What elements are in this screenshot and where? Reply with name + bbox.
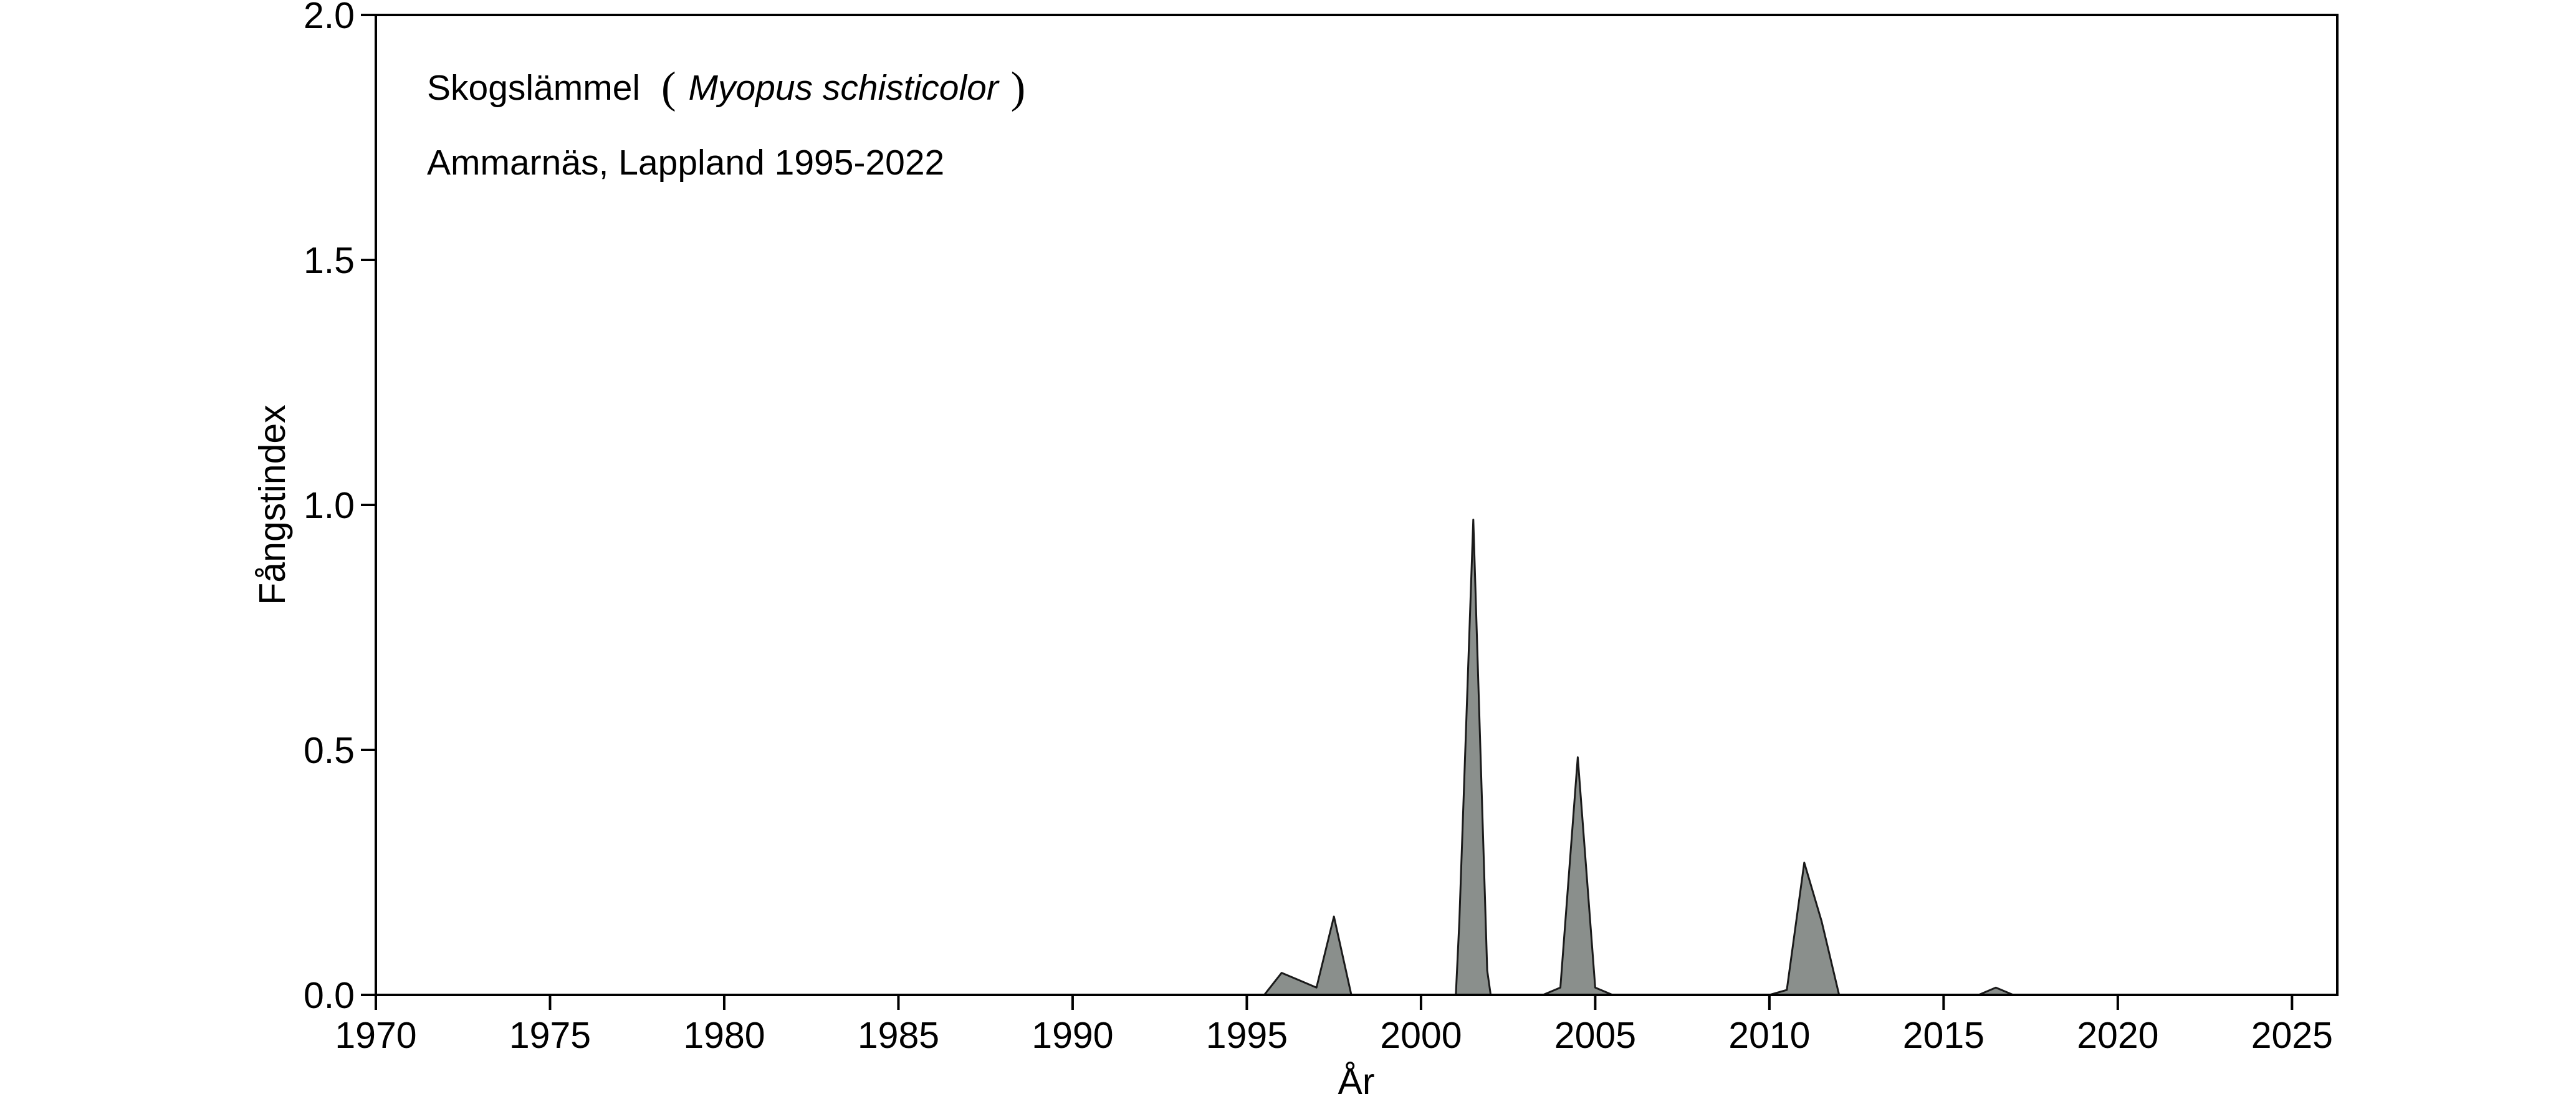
plot-area (376, 15, 2337, 995)
species-common-name: Skogslämmel (427, 68, 640, 108)
x-tick-label: 2005 (1554, 1015, 1636, 1056)
x-tick-label: 2025 (2251, 1015, 2333, 1056)
x-tick-label: 1990 (1032, 1015, 1113, 1056)
x-tick-label: 1970 (335, 1015, 416, 1056)
x-tick-label: 2000 (1380, 1015, 1462, 1056)
x-tick-label: 1975 (509, 1015, 591, 1056)
x-axis-ticks: 1970 1975 1980 1985 1990 1995 2000 2005 2010 2015… (335, 995, 2333, 1056)
y-axis-title: Fångstindex (252, 405, 293, 605)
y-axis-ticks: 0.0 0.5 1.0 1.5 2.0 (304, 0, 376, 1016)
x-tick-label: 2015 (1903, 1015, 1985, 1056)
paren-close: ) (1011, 64, 1026, 112)
species-latin-name: Myopus schisticolor (688, 68, 999, 108)
y-tick-label: 2.0 (304, 0, 355, 36)
x-tick-label: 1995 (1206, 1015, 1288, 1056)
x-tick-label: 2010 (1728, 1015, 1810, 1056)
y-tick-label: 1.0 (304, 485, 355, 526)
x-tick-label: 1980 (683, 1015, 765, 1056)
y-tick-label: 0.5 (304, 730, 355, 771)
y-tick-label: 0.0 (304, 975, 355, 1016)
x-axis-title: År (1338, 1061, 1375, 1102)
location-annotation: Ammarnäs, Lappland 1995-2022 (427, 143, 944, 183)
x-tick-label: 1985 (858, 1015, 939, 1056)
species-annotation: Skogslämmel ( Myopus schisticolor ) (427, 64, 1025, 112)
y-tick-label: 1.5 (304, 240, 355, 281)
paren-open: ( (661, 64, 676, 112)
x-tick-label: 2020 (2077, 1015, 2158, 1056)
